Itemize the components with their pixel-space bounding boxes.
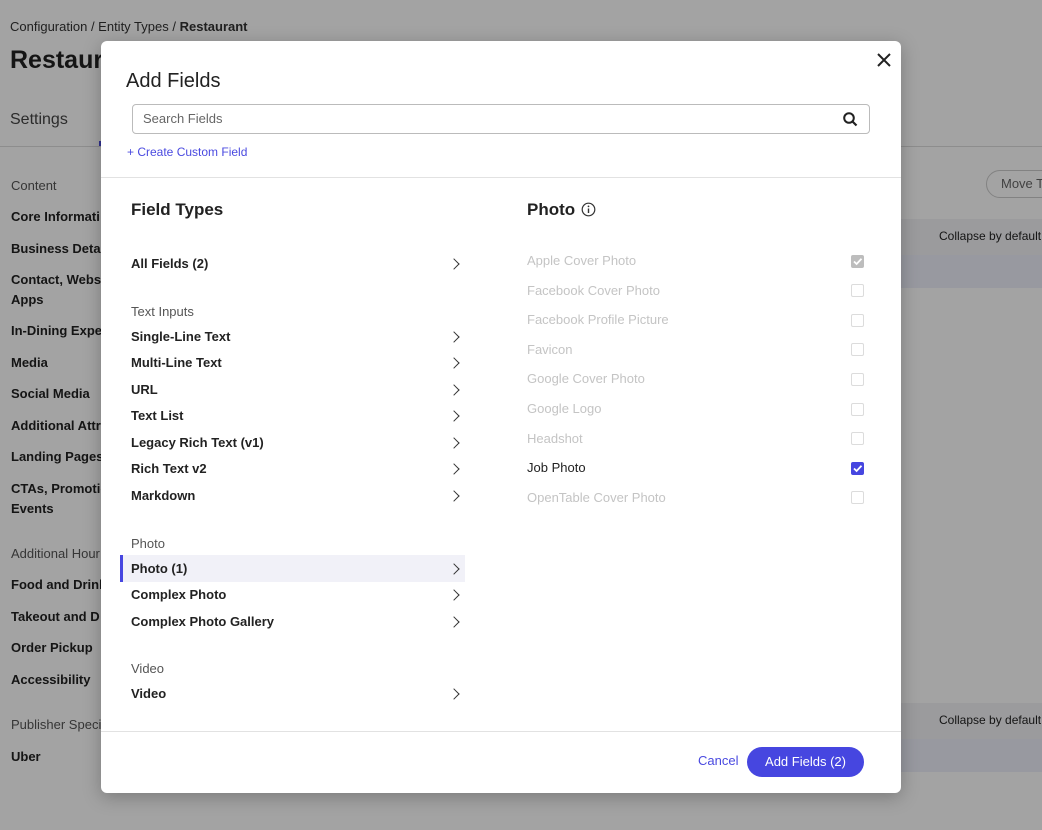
option-label: Favicon	[527, 341, 573, 357]
sidebar-item[interactable]: Uber	[11, 749, 41, 764]
collapse-label[interactable]: Collapse by default	[939, 229, 1042, 243]
sidebar-item[interactable]: In-Dining Expe	[11, 323, 102, 338]
chevron	[448, 437, 460, 449]
checkbox	[851, 491, 864, 505]
cancel-button[interactable]: Cancel	[698, 753, 739, 768]
option-label: Facebook Profile Picture	[527, 312, 669, 328]
close-button[interactable]	[877, 53, 891, 67]
sidebar-heading: Content	[11, 178, 57, 193]
checkbox	[851, 402, 864, 416]
sidebar-item[interactable]: Accessibility	[11, 672, 91, 687]
add-fields-modal: Add Fields Search Fields + Create Custom…	[101, 41, 901, 793]
checkbox	[851, 343, 864, 357]
chevron	[448, 589, 460, 601]
add-fields-button[interactable]: Add Fields (2)	[747, 747, 864, 777]
field-type-item[interactable]: Photo (1)	[131, 561, 188, 576]
field-type-item[interactable]: Complex Photo Gallery	[131, 614, 275, 629]
tab[interactable]: Settings	[10, 111, 68, 128]
field-type-item[interactable]: All Fields (2)	[131, 256, 209, 271]
field-type-item[interactable]: Complex Photo	[131, 587, 227, 602]
option-label: Apple Cover Photo	[527, 253, 637, 268]
section-header	[900, 219, 1042, 255]
group-heading: Text Inputs	[131, 304, 194, 319]
option-label[interactable]: Job Photo	[527, 460, 586, 476]
sidebar-item[interactable]: Apps	[11, 291, 44, 307]
chevron	[448, 357, 460, 369]
selected-row	[120, 555, 465, 582]
checkbox	[851, 313, 864, 327]
sidebar-item[interactable]: Media	[11, 355, 48, 370]
breadcrumb-current: Restaurant	[179, 19, 248, 34]
sidebar-item[interactable]: Contact, Webs	[11, 272, 102, 287]
divider	[101, 177, 901, 178]
checkbox	[851, 432, 864, 446]
field-type-item[interactable]: Markdown	[131, 488, 196, 503]
sidebar-item[interactable]: Events	[11, 500, 54, 516]
field-type-item[interactable]: Text List	[131, 408, 184, 423]
option-label: OpenTable Cover Photo	[527, 489, 666, 505]
chevron	[448, 258, 460, 270]
collapse-label[interactable]: Collapse by default	[939, 713, 1042, 727]
chevron	[448, 616, 460, 628]
page-title: Restaur	[10, 46, 104, 74]
sidebar-item[interactable]: Order Pickup	[11, 640, 93, 655]
checkmark	[853, 464, 863, 472]
sidebar-item[interactable]: Landing Pages	[11, 449, 104, 464]
checkbox	[851, 284, 864, 298]
panel-title: Photo	[527, 200, 576, 219]
option-label: Headshot	[527, 430, 583, 446]
option-label: Google Cover Photo	[527, 371, 645, 387]
move-button[interactable]: Move T	[986, 170, 1042, 198]
group-heading: Video	[131, 661, 165, 676]
chevron	[448, 688, 460, 700]
sidebar-heading: Additional Hour	[11, 546, 100, 561]
info-icon[interactable]	[581, 202, 596, 217]
search-icon	[843, 112, 858, 127]
field-type-item[interactable]: Legacy Rich Text (v1)	[131, 435, 264, 450]
search-input[interactable]: Search Fields	[132, 104, 870, 134]
checkmark	[853, 257, 863, 265]
chevron	[448, 463, 460, 475]
checkbox[interactable]	[851, 461, 864, 475]
field-type-item[interactable]: Rich Text v2	[131, 461, 207, 476]
divider	[101, 731, 901, 732]
field-type-item[interactable]: Single-Line Text	[131, 329, 231, 344]
checkbox	[851, 372, 864, 386]
breadcrumb-path[interactable]: Configuration / Entity Types /	[10, 19, 176, 34]
field-type-item[interactable]: Video	[131, 686, 167, 701]
option-label: Facebook Cover Photo	[527, 282, 660, 298]
group-heading: Photo	[131, 536, 165, 551]
selected-indicator	[120, 555, 123, 582]
sidebar-item[interactable]: CTAs, Promotic	[11, 481, 108, 496]
sidebar-item[interactable]: Food and Drink	[11, 577, 107, 592]
row-band	[900, 255, 1042, 288]
chevron	[448, 384, 460, 396]
sidebar-item[interactable]: Social Media	[11, 386, 90, 401]
sidebar-item[interactable]: Additional Attr	[11, 418, 101, 433]
modal-title: Add Fields	[126, 70, 221, 92]
chevron	[448, 331, 460, 343]
checkbox	[851, 254, 864, 268]
sidebar-item[interactable]: Business Deta	[11, 241, 101, 256]
chevron	[448, 410, 460, 422]
section-header	[900, 703, 1042, 739]
create-custom-field-link[interactable]: + Create Custom Field	[127, 145, 248, 159]
search-placeholder: Search Fields	[143, 111, 223, 126]
tab-indicator	[99, 141, 102, 146]
sidebar-item[interactable]: Core Informati	[11, 209, 100, 224]
breadcrumb: Configuration / Entity Types / Restauran…	[10, 18, 248, 36]
field-type-item[interactable]: Multi-Line Text	[131, 355, 222, 370]
row-band	[900, 739, 1042, 772]
option-label: Google Logo	[527, 401, 602, 416]
chevron	[448, 490, 460, 502]
sidebar-item[interactable]: Takeout and D	[11, 609, 100, 624]
field-types-heading: Field Types	[131, 200, 224, 219]
sidebar-heading: Publisher Speci	[11, 717, 102, 732]
field-type-item[interactable]: URL	[131, 382, 158, 397]
